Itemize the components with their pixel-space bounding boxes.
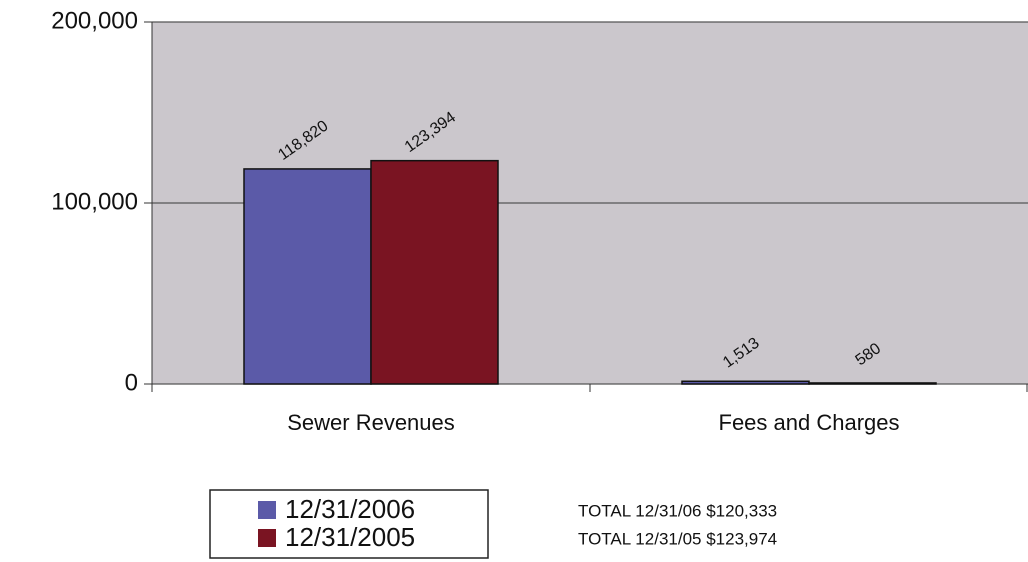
legend-label: 12/31/2005: [285, 522, 415, 552]
annotation: TOTAL 12/31/05 $123,974: [578, 529, 777, 548]
bar: [370, 159, 499, 385]
legend-swatch: [258, 529, 276, 547]
bar: [681, 380, 810, 385]
legend-label: 12/31/2006: [285, 494, 415, 524]
legend: [209, 489, 489, 559]
bar: [808, 382, 937, 385]
legend-swatch: [258, 501, 276, 519]
y-tick-label: 200,000: [51, 7, 138, 34]
annotation: TOTAL 12/31/06 $120,333: [578, 501, 777, 520]
y-tick-label: 100,000: [51, 188, 138, 215]
x-tick-label: Fees and Charges: [719, 410, 900, 435]
bar: [243, 168, 372, 385]
y-tick-label: 0: [125, 369, 138, 396]
x-tick-label: Sewer Revenues: [287, 410, 455, 435]
